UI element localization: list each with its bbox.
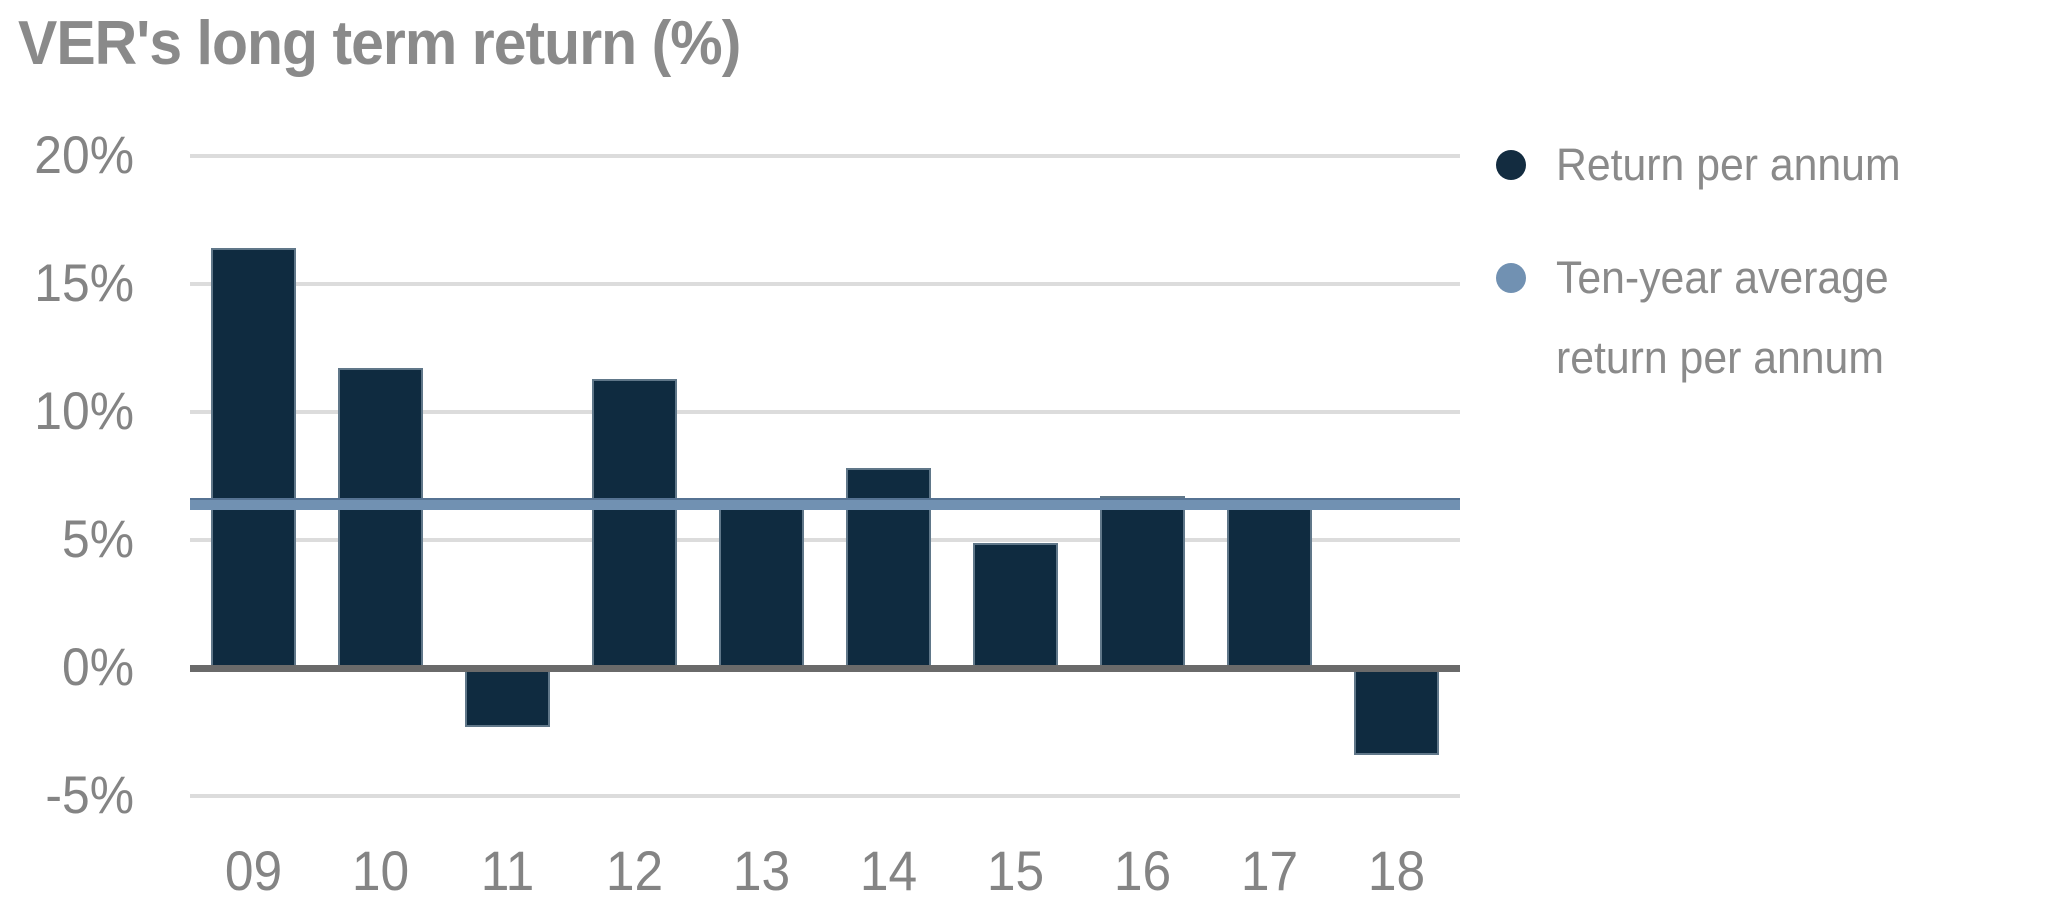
legend-label-average-line2: return per annum bbox=[1556, 332, 1884, 383]
gridline-20% bbox=[190, 154, 1460, 158]
gridline-0% bbox=[190, 664, 1460, 672]
gridline-15% bbox=[190, 282, 1460, 286]
x-tick-label-18: 18 bbox=[1367, 839, 1426, 902]
legend-label-average: Ten-year average return per annum bbox=[1556, 238, 1889, 398]
bar-18 bbox=[1354, 668, 1439, 756]
x-tick-label-14: 14 bbox=[859, 839, 918, 902]
ten-year-average-line bbox=[190, 498, 1460, 511]
chart-title: VER's long term return (%) bbox=[18, 9, 741, 78]
y-tick-label-10%: 10% bbox=[34, 382, 134, 441]
legend-label-average-line1: Ten-year average bbox=[1556, 252, 1889, 303]
bar-17 bbox=[1227, 499, 1312, 668]
x-tick-label-09: 09 bbox=[224, 839, 283, 902]
y-tick-label-20%: 20% bbox=[34, 126, 134, 185]
x-tick-label-11: 11 bbox=[480, 839, 535, 902]
bar-09 bbox=[211, 248, 296, 668]
x-tick-label-13: 13 bbox=[732, 839, 791, 902]
bar-15 bbox=[973, 542, 1058, 668]
x-tick-label-15: 15 bbox=[986, 839, 1045, 902]
legend-item-return-per-annum: Return per annum bbox=[1496, 138, 1919, 192]
bar-13 bbox=[719, 504, 804, 668]
y-tick-label-15%: 15% bbox=[34, 254, 134, 313]
x-tick-label-12: 12 bbox=[605, 839, 664, 902]
legend-marker-return-icon bbox=[1496, 150, 1526, 180]
y-tick-label-0%: 0% bbox=[61, 638, 134, 697]
x-tick-label-17: 17 bbox=[1240, 839, 1299, 902]
x-tick-label-16: 16 bbox=[1113, 839, 1172, 902]
plot-area: 20% 15% 10% 5% 0% -5% 09 10 11 12 13 14 15 16 17 18 bbox=[34, 129, 1460, 899]
gridline--5% bbox=[190, 794, 1460, 798]
bar-16 bbox=[1100, 496, 1185, 668]
bar-11 bbox=[465, 668, 550, 727]
gridline-10% bbox=[190, 410, 1460, 414]
legend-label-return: Return per annum bbox=[1556, 139, 1901, 190]
legend-marker-average-icon bbox=[1496, 263, 1526, 293]
legend: Return per annum Ten-year average return… bbox=[1496, 138, 1919, 398]
bar-12 bbox=[592, 378, 677, 668]
bar-10 bbox=[338, 368, 423, 668]
y-tick-label-5%: 5% bbox=[61, 510, 134, 569]
gridline-5% bbox=[190, 538, 1460, 542]
legend-item-ten-year-average: Ten-year average return per annum bbox=[1496, 238, 1919, 398]
y-tick-label--5%: -5% bbox=[45, 766, 134, 825]
x-tick-label-10: 10 bbox=[351, 839, 410, 902]
